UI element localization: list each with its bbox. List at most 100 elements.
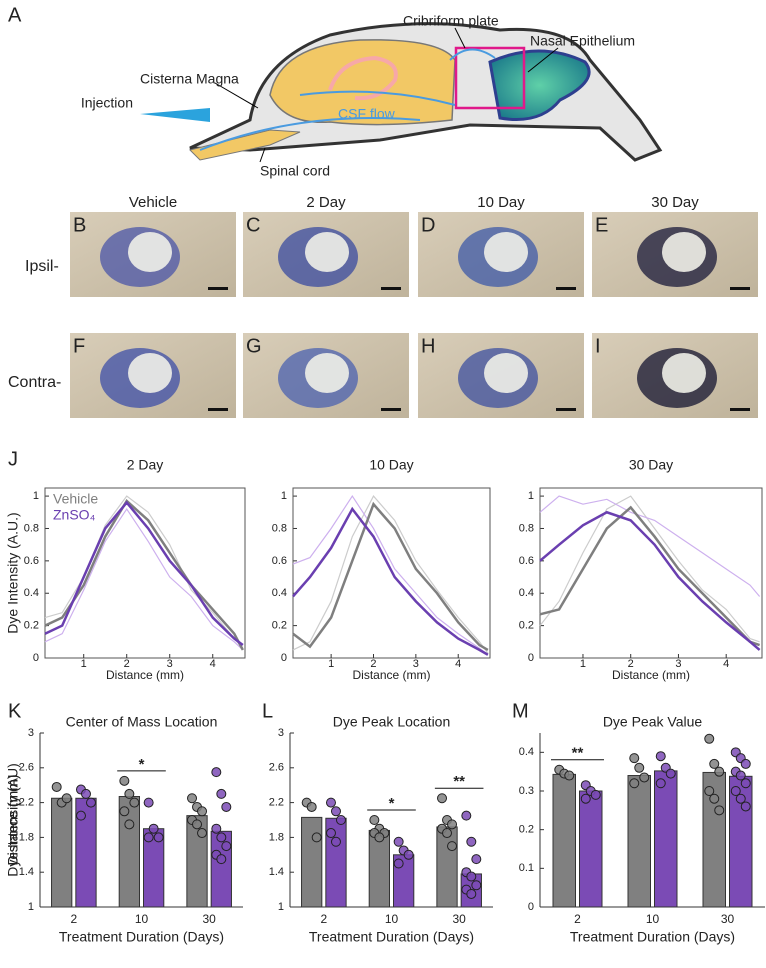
- y-tick-label: 2.6: [269, 762, 284, 774]
- line: [292, 506, 489, 656]
- y-axis-label: Dye Intensity (AU): [5, 763, 21, 877]
- panel-label: A: [8, 4, 22, 26]
- data-point: [740, 758, 751, 769]
- data-point: [311, 832, 322, 843]
- x-tick-label: 2: [370, 658, 376, 670]
- x-tick-label: 2: [70, 912, 77, 926]
- data-point: [325, 828, 336, 839]
- y-tick-label: 0.2: [519, 824, 534, 836]
- nasal-epithelium: [488, 49, 591, 122]
- y-tick-label: 0: [528, 901, 534, 913]
- data-point: [590, 789, 601, 800]
- data-point: [714, 766, 725, 777]
- data-point: [335, 815, 346, 825]
- csf-arrows: [199, 48, 496, 151]
- data-point: [393, 858, 404, 869]
- bar: [552, 773, 576, 908]
- y-tick-label: 1: [528, 490, 534, 502]
- data-point: [61, 793, 72, 804]
- x-tick-label: 10: [646, 912, 660, 926]
- data-point: [714, 805, 725, 816]
- bar: [654, 770, 678, 908]
- x-tick-label: 2: [320, 912, 327, 926]
- leader: [214, 82, 259, 109]
- data-point: [437, 793, 448, 804]
- y-axis-label: Dye Intensity (A.U.): [5, 512, 21, 633]
- y-tick-label: 1: [278, 901, 284, 913]
- line: [292, 501, 489, 651]
- line: [539, 495, 760, 643]
- scale-bar: [556, 287, 576, 290]
- leader: [454, 27, 466, 49]
- x-tick-label: 1: [328, 658, 334, 670]
- scale-bar: [381, 287, 401, 290]
- line: [44, 500, 244, 647]
- y-tick-label: 0.6: [519, 555, 534, 567]
- y-tick-label: 0.4: [519, 746, 534, 758]
- x-tick-label: 2: [574, 912, 581, 926]
- data-point: [119, 806, 130, 817]
- y-tick-label: 0: [33, 652, 39, 664]
- scale-bar: [556, 408, 576, 411]
- y-tick-label: 1.8: [19, 831, 34, 843]
- bone: [128, 353, 172, 393]
- y-tick-label: 0: [528, 652, 534, 664]
- panel-label: B: [73, 214, 86, 236]
- x-tick-label: 1: [81, 658, 87, 670]
- x-tick-label: 4: [455, 658, 461, 670]
- data-point: [629, 753, 640, 764]
- y-tick-label: 0.8: [519, 522, 534, 534]
- panel-label: C: [246, 214, 260, 236]
- data-point: [374, 832, 385, 843]
- data-point: [216, 854, 227, 865]
- y-tick-label: 0.2: [24, 620, 39, 632]
- significance: **: [453, 773, 465, 790]
- ventricle: [328, 55, 398, 101]
- data-point: [564, 770, 575, 781]
- leader: [527, 47, 559, 73]
- chart-title: Center of Mass Location: [66, 714, 218, 730]
- bar: [436, 826, 458, 908]
- panel-label: M: [512, 700, 529, 722]
- data-point: [447, 841, 458, 852]
- x-axis-label: Distance (mm): [352, 668, 430, 682]
- panel-label: E: [595, 214, 608, 236]
- panel-label: J: [8, 448, 18, 470]
- chart-title: 2 Day: [127, 457, 164, 473]
- panel-label: G: [246, 335, 262, 357]
- data-point: [216, 832, 227, 843]
- data-point: [119, 775, 130, 786]
- line: [292, 495, 489, 654]
- y-tick-label: 1: [33, 490, 39, 502]
- y-tick-label: 0.8: [24, 522, 39, 534]
- x-tick-label: 3: [413, 658, 419, 670]
- bone: [484, 232, 528, 272]
- data-point: [466, 836, 477, 847]
- diagram: Cribriform plate Nasal Epithelium Cister…: [81, 13, 663, 179]
- x-tick-label: 3: [167, 658, 173, 670]
- bone: [305, 353, 349, 393]
- data-point: [403, 849, 414, 860]
- chart-title: Dye Peak Location: [333, 714, 451, 730]
- data-point: [740, 801, 751, 812]
- data-point: [447, 819, 458, 830]
- y-tick-label: 2.2: [19, 797, 34, 809]
- y-tick-label: 1.4: [19, 866, 34, 878]
- data-point: [216, 788, 227, 799]
- x-axis-label: Treatment Duration (Days): [570, 929, 735, 945]
- bone: [305, 232, 349, 272]
- panel-label: L: [262, 700, 273, 722]
- data-point: [330, 806, 341, 817]
- label: Injection: [81, 95, 133, 111]
- x-tick-label: 4: [210, 658, 216, 670]
- y-tick-label: 0.4: [24, 587, 39, 599]
- data-point: [124, 788, 135, 799]
- y-tick-label: 0.4: [519, 587, 534, 599]
- data-point: [85, 797, 96, 808]
- line: [292, 494, 489, 656]
- x-tick-label: 10: [385, 912, 399, 926]
- injection-needle: [140, 108, 210, 122]
- data-point: [306, 801, 317, 812]
- y-tick-label: 3: [28, 727, 34, 739]
